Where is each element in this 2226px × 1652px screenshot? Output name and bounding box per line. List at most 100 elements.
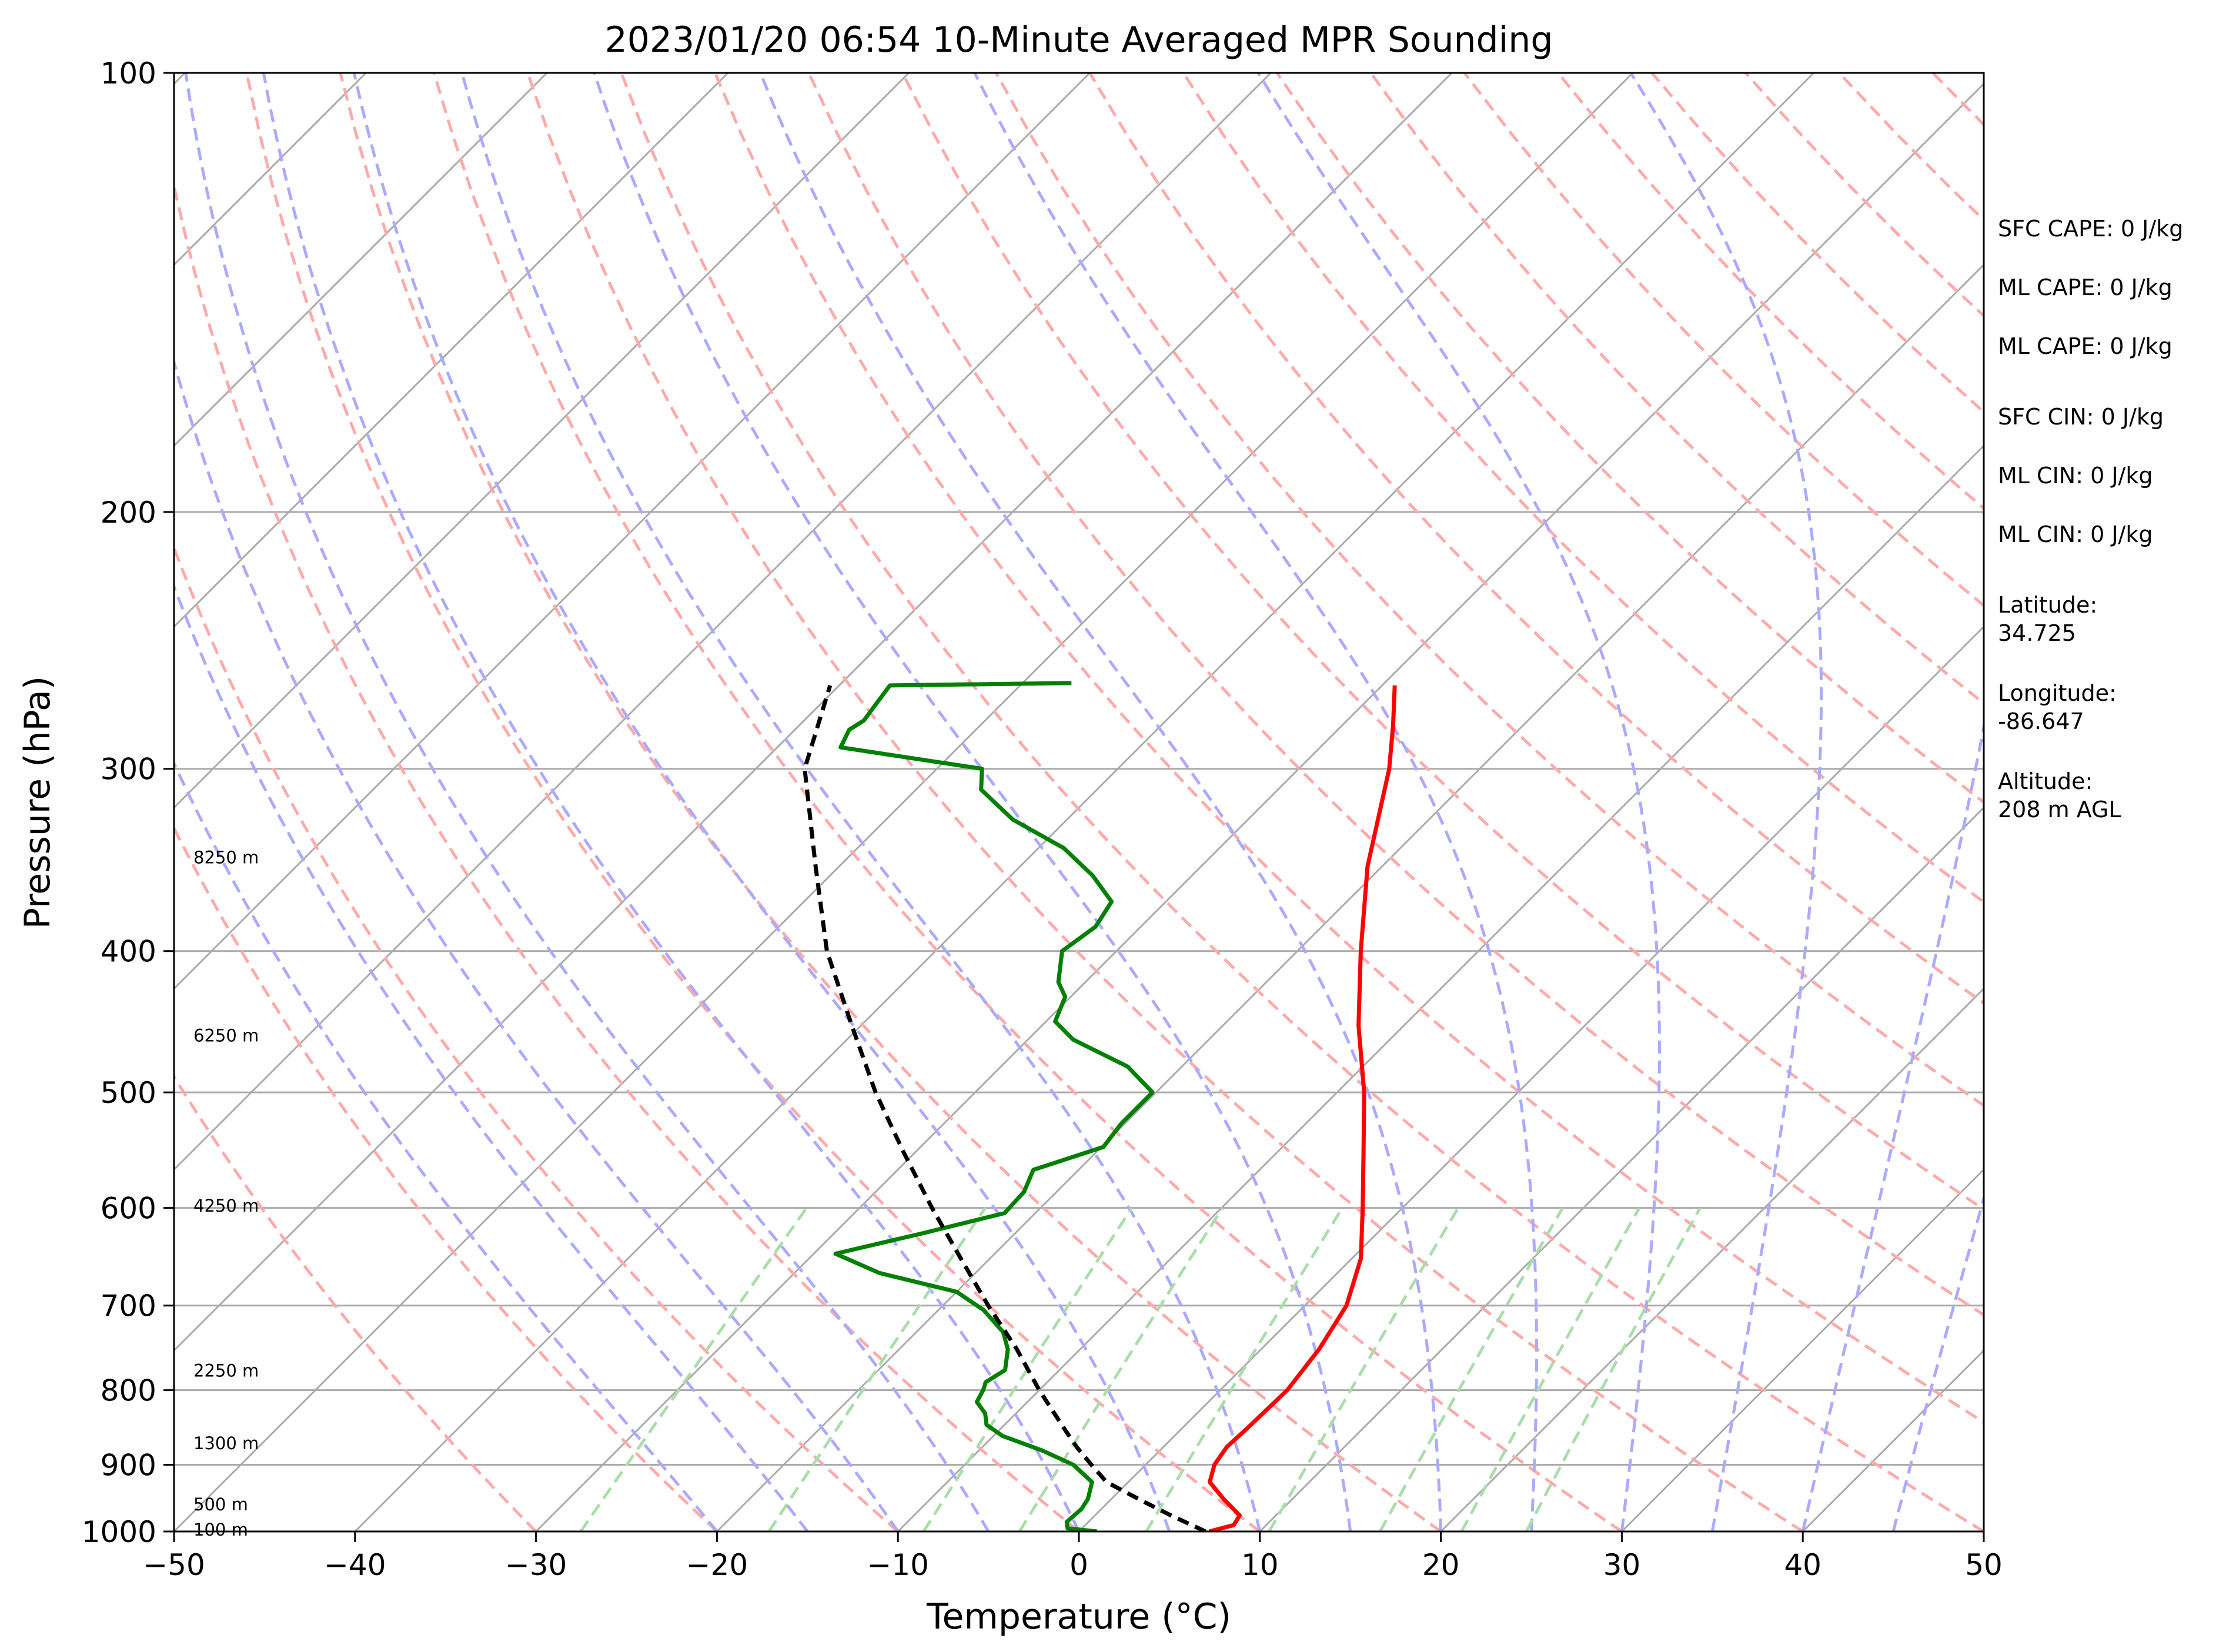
x-tick-label: 40	[1784, 1548, 1821, 1582]
dry-adiabat-line	[245, 73, 1261, 1531]
height-label: 1300 m	[193, 1433, 259, 1453]
sounding-profiles	[803, 681, 1397, 1531]
y-tick-label: 300	[101, 753, 156, 787]
height-label: 2250 m	[193, 1361, 259, 1381]
temperature-profile	[1208, 685, 1397, 1531]
height-label: 4250 m	[193, 1196, 259, 1216]
y-tick-label: 400	[101, 935, 156, 969]
y-tick-label: 200	[101, 496, 156, 530]
height-label: 6250 m	[193, 1025, 259, 1045]
dewpoint-profile	[833, 681, 1155, 1531]
sounding-info-panel: SFC CAPE: 0 J/kg ML CAPE: 0 J/kg ML CAPE: …	[1998, 216, 2183, 822]
mixing-ratio-line	[1379, 1207, 1564, 1531]
y-tick-label: 800	[101, 1374, 156, 1408]
moist-adiabat-line	[1256, 73, 1661, 1531]
info-annotation: SFC CAPE: 0 J/kg	[1998, 216, 2183, 242]
x-tick-label: 10	[1241, 1548, 1279, 1582]
info-annotation: ML CIN: 0 J/kg	[1998, 521, 2153, 547]
dry-adiabat-line	[1276, 73, 1984, 804]
isotherm-line	[716, 263, 1984, 1531]
dry-adiabat-line	[339, 73, 1442, 1531]
dry-adiabat-line	[1088, 73, 1984, 1005]
isotherm-line	[1078, 625, 1984, 1531]
y-tick-label: 100	[101, 56, 156, 91]
moist-adiabat-line	[174, 357, 900, 1531]
dry-adiabat-line	[620, 73, 1984, 1531]
isotherm-line	[354, 73, 1814, 1531]
y-tick-label: 700	[101, 1289, 156, 1323]
moist-adiabat-line	[174, 760, 718, 1531]
moist-adiabat-line	[262, 73, 1081, 1531]
y-axis-label: Pressure (hPa)	[17, 676, 58, 929]
info-annotation: ML CAPE: 0 J/kg	[1998, 333, 2172, 359]
dry-adiabat-line	[713, 73, 1984, 1424]
moist-adiabat-line	[460, 73, 1262, 1531]
x-tick-label: 20	[1422, 1548, 1460, 1582]
mixing-ratio-line	[1018, 1207, 1224, 1531]
moist-adiabat-line	[352, 73, 1171, 1531]
info-annotation: Altitude: 208 m AGL	[1998, 768, 2121, 822]
dry-adiabat-line	[526, 73, 1804, 1531]
x-tick-label: 30	[1603, 1548, 1641, 1582]
x-tick-label: −40	[324, 1548, 386, 1582]
isotherm-line	[897, 444, 1984, 1531]
moist-adiabat-line	[1629, 73, 1823, 1531]
isotherm-line	[174, 73, 729, 628]
mixing-ratio-line	[922, 1207, 1134, 1531]
mixing-ratio-line	[1268, 1207, 1460, 1531]
mixing-ratio-line	[1460, 1207, 1641, 1531]
parcel-profile	[803, 684, 1206, 1531]
isotherm-line	[174, 73, 548, 447]
moist-adiabat-line	[1801, 719, 1984, 1531]
moist-adiabat-line	[174, 583, 809, 1531]
y-tick-label: 1000	[82, 1515, 156, 1549]
info-annotation: SFC CIN: 0 J/kg	[1998, 404, 2164, 430]
info-annotation: ML CAPE: 0 J/kg	[1998, 275, 2172, 300]
x-tick-label: −30	[505, 1548, 567, 1582]
isotherm-line	[1621, 1168, 1984, 1531]
height-label: 100 m	[193, 1520, 248, 1540]
moist-adiabat-line	[973, 73, 1538, 1531]
dry-adiabat-line	[174, 179, 1080, 1531]
y-tick-label: 600	[101, 1192, 156, 1226]
x-tick-label: −20	[686, 1548, 748, 1582]
y-axis-ticks: 100 200 300 400 500 600 700 800 900 1000	[82, 56, 174, 1549]
y-tick-label: 500	[101, 1076, 156, 1110]
chart-title: 2023/01/20 06:54 10-Minute Averaged MPR …	[605, 19, 1553, 61]
mixing-ratio-line	[579, 1207, 808, 1531]
x-tick-label: −50	[143, 1548, 205, 1582]
dry-adiabat-line	[174, 1074, 537, 1531]
dry-adiabat-line	[174, 825, 718, 1531]
height-label: 500 m	[193, 1494, 248, 1514]
info-annotation: Longitude: -86.647	[1998, 680, 2117, 734]
info-annotation: ML CIN: 0 J/kg	[1998, 463, 2153, 489]
height-label: 8250 m	[193, 847, 259, 867]
x-tick-label: 50	[1965, 1548, 2003, 1582]
isotherm-line	[174, 73, 910, 809]
isotherm-line	[1440, 987, 1984, 1531]
isotherm-line	[1259, 806, 1984, 1531]
y-tick-label: 900	[101, 1448, 156, 1482]
dry-adiabat-line	[807, 73, 1984, 1317]
isotherm-line	[174, 73, 1453, 1352]
isotherm-line	[174, 73, 1272, 1171]
moist-adiabat-line	[758, 73, 1443, 1531]
isotherm-line	[174, 73, 1634, 1531]
isotherm-line	[535, 82, 1984, 1531]
moist-adiabat-line	[593, 73, 1352, 1531]
dry-adiabat-line	[1182, 73, 1984, 904]
background-grid	[174, 73, 1984, 1531]
mixing-ratio-line	[767, 1207, 987, 1531]
info-annotation: Latitude: 34.725	[1998, 592, 2097, 646]
mixing-ratio-line	[1145, 1207, 1344, 1531]
x-axis-ticks: −50 −40 −30 −20 −10 0 10 20 30 40 50	[143, 1531, 2003, 1582]
mixing-ratio-line	[1525, 1207, 1702, 1531]
x-tick-label: −10	[867, 1548, 929, 1582]
x-axis-label: Temperature (°C)	[926, 1596, 1231, 1637]
dry-adiabat-line	[174, 544, 899, 1531]
isotherm-line	[174, 73, 1091, 990]
moist-adiabat-line	[184, 73, 990, 1531]
x-tick-label: 0	[1069, 1548, 1088, 1582]
dry-adiabat-line	[901, 73, 1984, 1212]
